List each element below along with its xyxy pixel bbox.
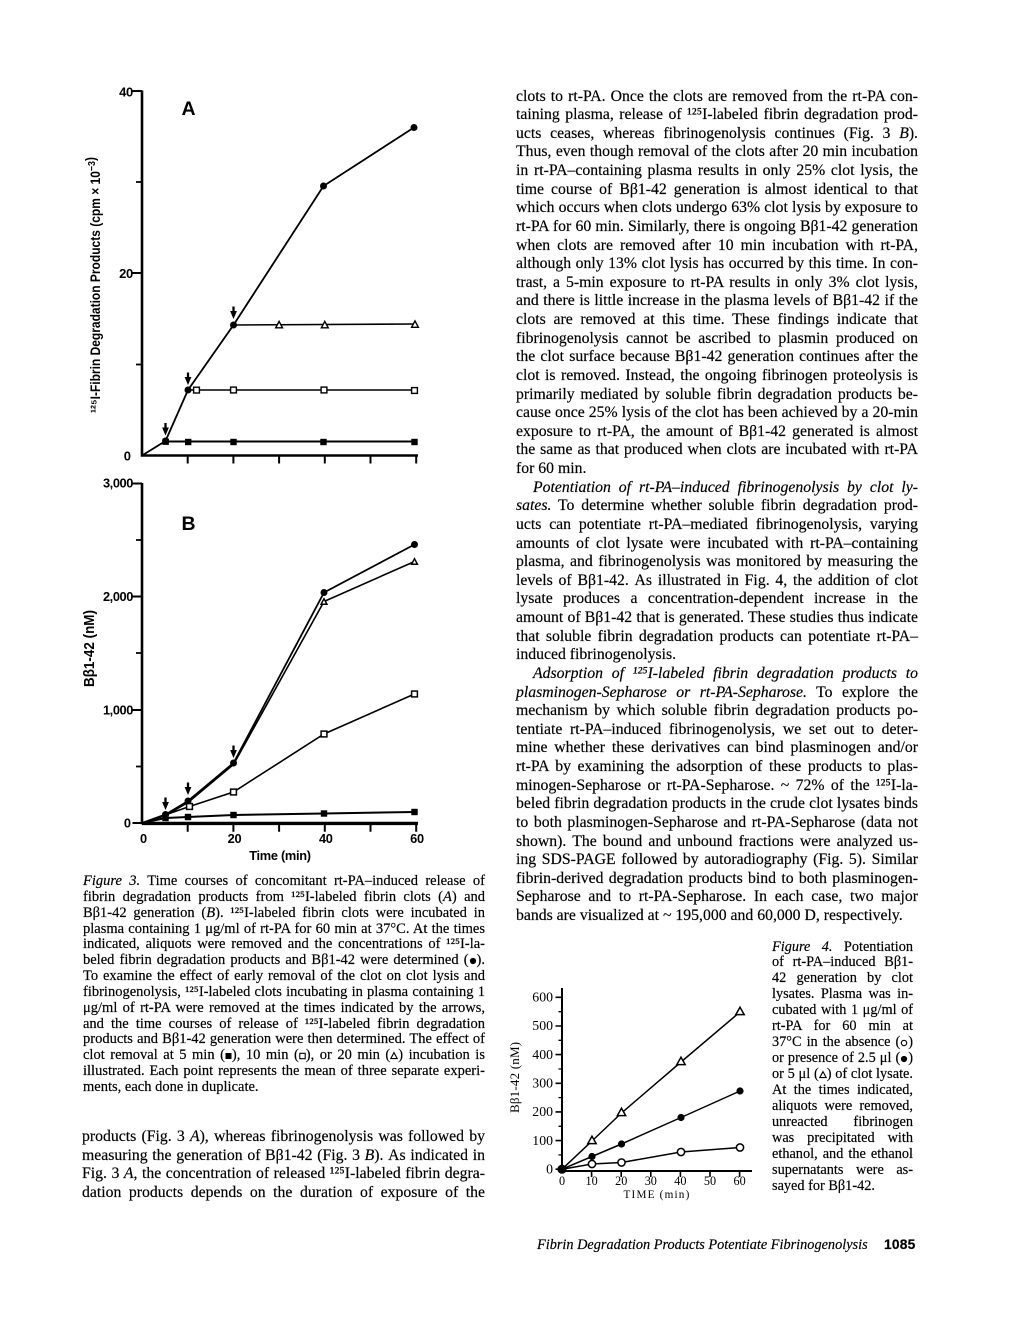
svg-text:30: 30	[645, 1174, 657, 1188]
svg-text:Bβ1-42 (nM): Bβ1-42 (nM)	[507, 1042, 522, 1113]
svg-text:1,000: 1,000	[103, 703, 133, 718]
svg-text:20: 20	[615, 1174, 627, 1188]
svg-text:3,000: 3,000	[103, 476, 133, 491]
svg-text:60: 60	[734, 1174, 746, 1188]
svg-text:500: 500	[532, 1018, 553, 1033]
svg-text:400: 400	[532, 1047, 553, 1062]
svg-text:Time (min): Time (min)	[249, 848, 311, 863]
svg-text:50: 50	[704, 1174, 716, 1188]
svg-text:40: 40	[119, 85, 133, 100]
svg-text:40: 40	[674, 1174, 686, 1188]
svg-text:0: 0	[140, 831, 147, 846]
svg-text:60: 60	[410, 831, 424, 846]
svg-text:Bβ1-42 (nM): Bβ1-42 (nM)	[82, 610, 98, 687]
svg-text:0: 0	[559, 1174, 565, 1188]
svg-text:20: 20	[228, 831, 242, 846]
svg-text:300: 300	[532, 1076, 553, 1091]
svg-text:A: A	[182, 98, 196, 120]
svg-text:TIME (min): TIME (min)	[624, 1189, 691, 1201]
svg-text:0: 0	[546, 1161, 553, 1176]
svg-text:10: 10	[586, 1174, 598, 1188]
svg-text:100: 100	[532, 1133, 553, 1148]
svg-text:B: B	[182, 513, 196, 535]
svg-text:0: 0	[124, 816, 131, 831]
svg-text:40: 40	[319, 831, 333, 846]
svg-text:0: 0	[124, 449, 131, 464]
svg-text:600: 600	[532, 990, 553, 1005]
svg-text:¹²⁵I-Fibrin Degradation Produc: ¹²⁵I-Fibrin Degradation Products (cpm × …	[83, 157, 103, 413]
svg-text:2,000: 2,000	[103, 589, 133, 604]
svg-text:200: 200	[532, 1104, 553, 1119]
svg-text:20: 20	[119, 266, 133, 281]
